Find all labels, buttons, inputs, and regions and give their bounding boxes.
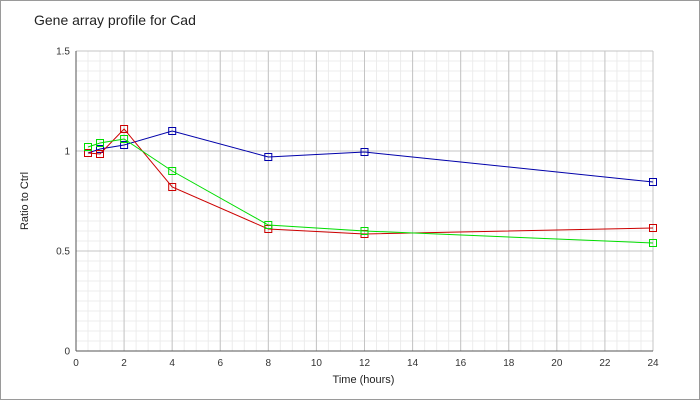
- data-point-marker: [649, 178, 657, 186]
- x-tick-label: 22: [599, 358, 611, 369]
- data-point-marker: [120, 125, 129, 133]
- data-point-marker: [649, 239, 657, 247]
- chart-title: Gene array profile for Cad: [34, 12, 196, 28]
- x-tick-label: 2: [121, 358, 127, 369]
- y-tick-label: 1.5: [56, 47, 70, 58]
- data-point-marker: [168, 167, 177, 175]
- data-point-marker: [360, 148, 369, 156]
- data-point-marker: [168, 183, 177, 191]
- y-axis-title: Ratio to Ctrl: [19, 171, 31, 231]
- x-tick-label: 8: [266, 358, 272, 369]
- x-tick-label: 24: [647, 358, 659, 369]
- x-tick-label: 0: [73, 358, 79, 369]
- x-tick-label: 14: [407, 358, 419, 369]
- x-tick-label: 20: [551, 358, 563, 369]
- x-tick-label: 12: [359, 358, 371, 369]
- x-axis-title: Time (hours): [332, 374, 395, 386]
- axes: [75, 51, 653, 352]
- x-tick-label: 10: [311, 358, 323, 369]
- x-tick-label: 18: [503, 358, 515, 369]
- data-point-marker: [360, 227, 369, 235]
- x-tick-label: 16: [455, 358, 467, 369]
- y-tick-label: 1: [64, 147, 70, 158]
- y-tick-label: 0: [64, 347, 70, 358]
- data-point-marker: [264, 153, 273, 161]
- data-point-marker: [649, 224, 657, 232]
- y-tick-label: 0.5: [56, 247, 70, 258]
- series-line-3: [87, 138, 654, 244]
- data-point-marker: [84, 143, 92, 151]
- x-tick-label: 6: [217, 358, 223, 369]
- data-point-marker: [96, 145, 104, 153]
- data-point-marker: [84, 149, 92, 157]
- data-point-marker: [120, 135, 129, 143]
- data-series: [84, 125, 657, 247]
- x-tick-label: 4: [169, 358, 175, 369]
- data-point-marker: [168, 127, 177, 135]
- data-point-marker: [264, 221, 273, 229]
- series-line-1: [87, 130, 654, 183]
- data-point-marker: [120, 141, 129, 149]
- data-point-marker: [96, 150, 104, 158]
- data-point-marker: [96, 139, 104, 147]
